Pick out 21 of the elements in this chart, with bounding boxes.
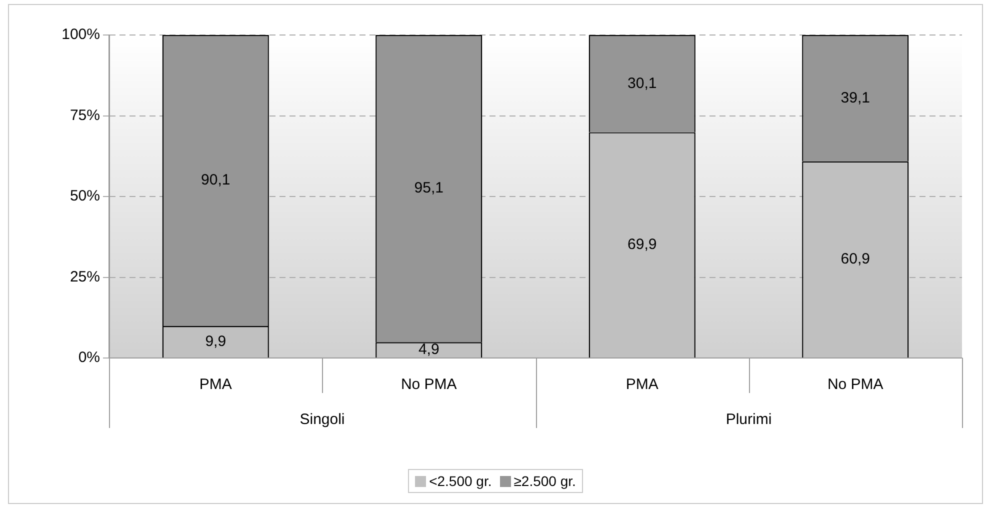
data-label: 69,9 [628,236,657,253]
text: Singoli [300,411,345,428]
data-label: 4,9 [418,340,440,358]
x-tick-label: No PMA [827,376,884,394]
legend-label: <2.500 gr. [429,473,492,489]
data-label: 90,1 [201,172,230,189]
data-label: 60,9 [840,250,870,268]
data-label: 95,1 [414,180,444,197]
legend-label: ≥2.500 gr. [514,473,576,489]
y-tick-label: 75% [70,106,100,124]
y-tick-label: 50% [70,188,100,205]
y-tick-label: 25% [70,268,100,286]
data-label: 9,9 [205,332,226,350]
data-label: 39,1 [840,89,870,106]
x-tick-label: No PMA [400,376,457,394]
text: Plurimi [726,411,772,428]
y-tick-label: 0% [78,349,100,366]
x-tick-label: PMA [626,376,658,394]
x-tick-label: PMA [199,376,232,394]
data-label: 30,1 [628,74,657,92]
y-tick-label: 100% [62,26,100,44]
